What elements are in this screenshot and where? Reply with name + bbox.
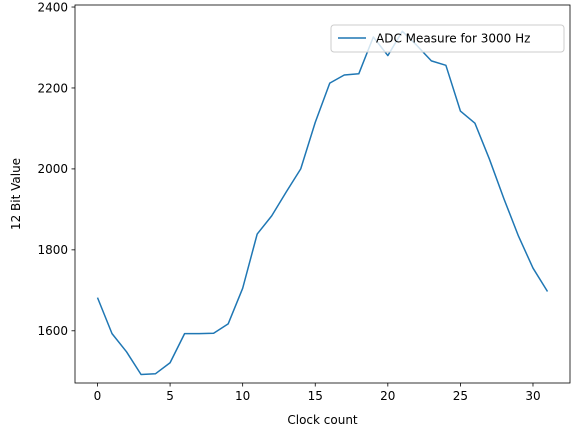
y-tick-label: 2000: [37, 162, 68, 176]
legend: ADC Measure for 3000 Hz: [330, 24, 565, 53]
axes-frame: [74, 4, 571, 384]
legend-entry-label: ADC Measure for 3000 Hz: [376, 32, 530, 46]
y-axis-label: 12 Bit Value: [9, 158, 23, 230]
x-axis-label: Clock count: [287, 413, 358, 427]
x-tick-label: 25: [453, 389, 468, 403]
x-tick-label: 10: [235, 389, 250, 403]
x-tick-label: 5: [166, 389, 174, 403]
axis-ticks: 0 5 10 15 20 25 30 1600 1800 2000 2200 2400: [37, 0, 540, 403]
legend-box: [330, 24, 565, 53]
y-tick-label: 1600: [37, 324, 68, 338]
x-tick-label: 20: [380, 389, 395, 403]
y-tick-label: 2400: [37, 0, 68, 14]
series-line: [96, 30, 549, 376]
x-tick-label: 30: [525, 389, 540, 403]
y-tick-label: 2200: [37, 81, 68, 95]
y-tick-label: 1800: [37, 243, 68, 257]
x-tick-label: 15: [308, 389, 323, 403]
plot-area: [96, 30, 549, 376]
x-tick-label: 0: [94, 389, 102, 403]
